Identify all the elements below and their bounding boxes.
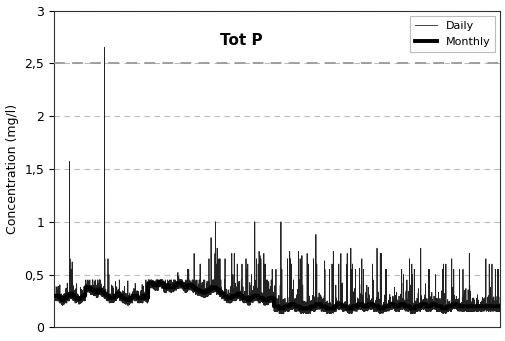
- Monthly: [132, 294, 138, 298]
- Daily: [463, 309, 469, 313]
- Daily: [304, 312, 310, 316]
- Line: Monthly: Monthly: [54, 282, 499, 308]
- Legend: Daily, Monthly: Daily, Monthly: [410, 16, 494, 52]
- Daily: [442, 308, 448, 312]
- Daily: [221, 295, 227, 299]
- Monthly: [496, 304, 502, 308]
- Monthly: [156, 280, 162, 284]
- Monthly: [100, 292, 107, 296]
- Daily: [496, 306, 502, 310]
- Monthly: [98, 290, 104, 294]
- Monthly: [276, 306, 282, 310]
- Line: Daily: Daily: [54, 47, 499, 314]
- Monthly: [100, 290, 107, 294]
- Monthly: [445, 304, 451, 308]
- Text: Tot P: Tot P: [220, 33, 262, 48]
- Daily: [50, 297, 57, 301]
- Monthly: [194, 287, 200, 292]
- Monthly: [50, 294, 57, 298]
- Daily: [102, 45, 108, 49]
- Daily: [358, 307, 364, 311]
- Daily: [395, 308, 401, 312]
- Daily: [309, 304, 315, 308]
- Y-axis label: Concentration (mg/l): Concentration (mg/l): [6, 104, 19, 234]
